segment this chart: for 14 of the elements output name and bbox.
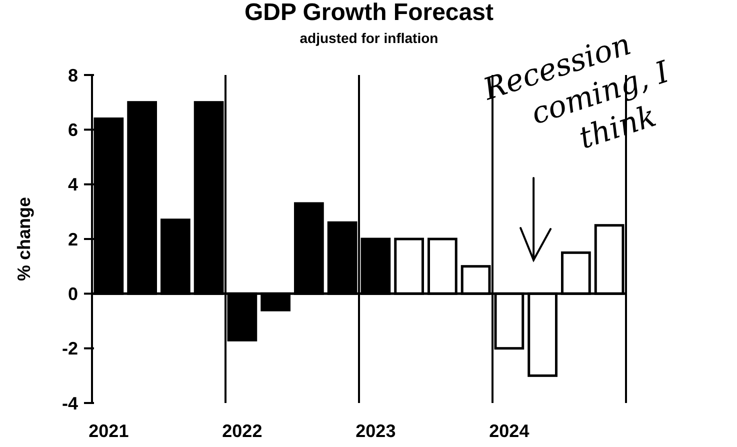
y-tick-label: 4 xyxy=(68,174,78,195)
x-tick-label: 2023 xyxy=(356,421,396,441)
x-tick-label: 2021 xyxy=(88,421,129,441)
y-tick-label: -2 xyxy=(62,338,78,359)
y-tick-label: 0 xyxy=(68,284,78,304)
y-tick-label: 8 xyxy=(68,65,78,86)
y-tick-label: 6 xyxy=(68,120,78,140)
y-tick-label: 2 xyxy=(68,229,78,250)
x-tick-label: 2022 xyxy=(222,421,262,441)
y-axis-title: % change xyxy=(14,196,34,282)
x-tick-label: 2024 xyxy=(489,421,530,441)
chart-subtitle: adjusted for inflation xyxy=(300,30,438,46)
chart-title: GDP Growth Forecast xyxy=(244,0,494,26)
y-tick-label: -4 xyxy=(62,393,78,414)
